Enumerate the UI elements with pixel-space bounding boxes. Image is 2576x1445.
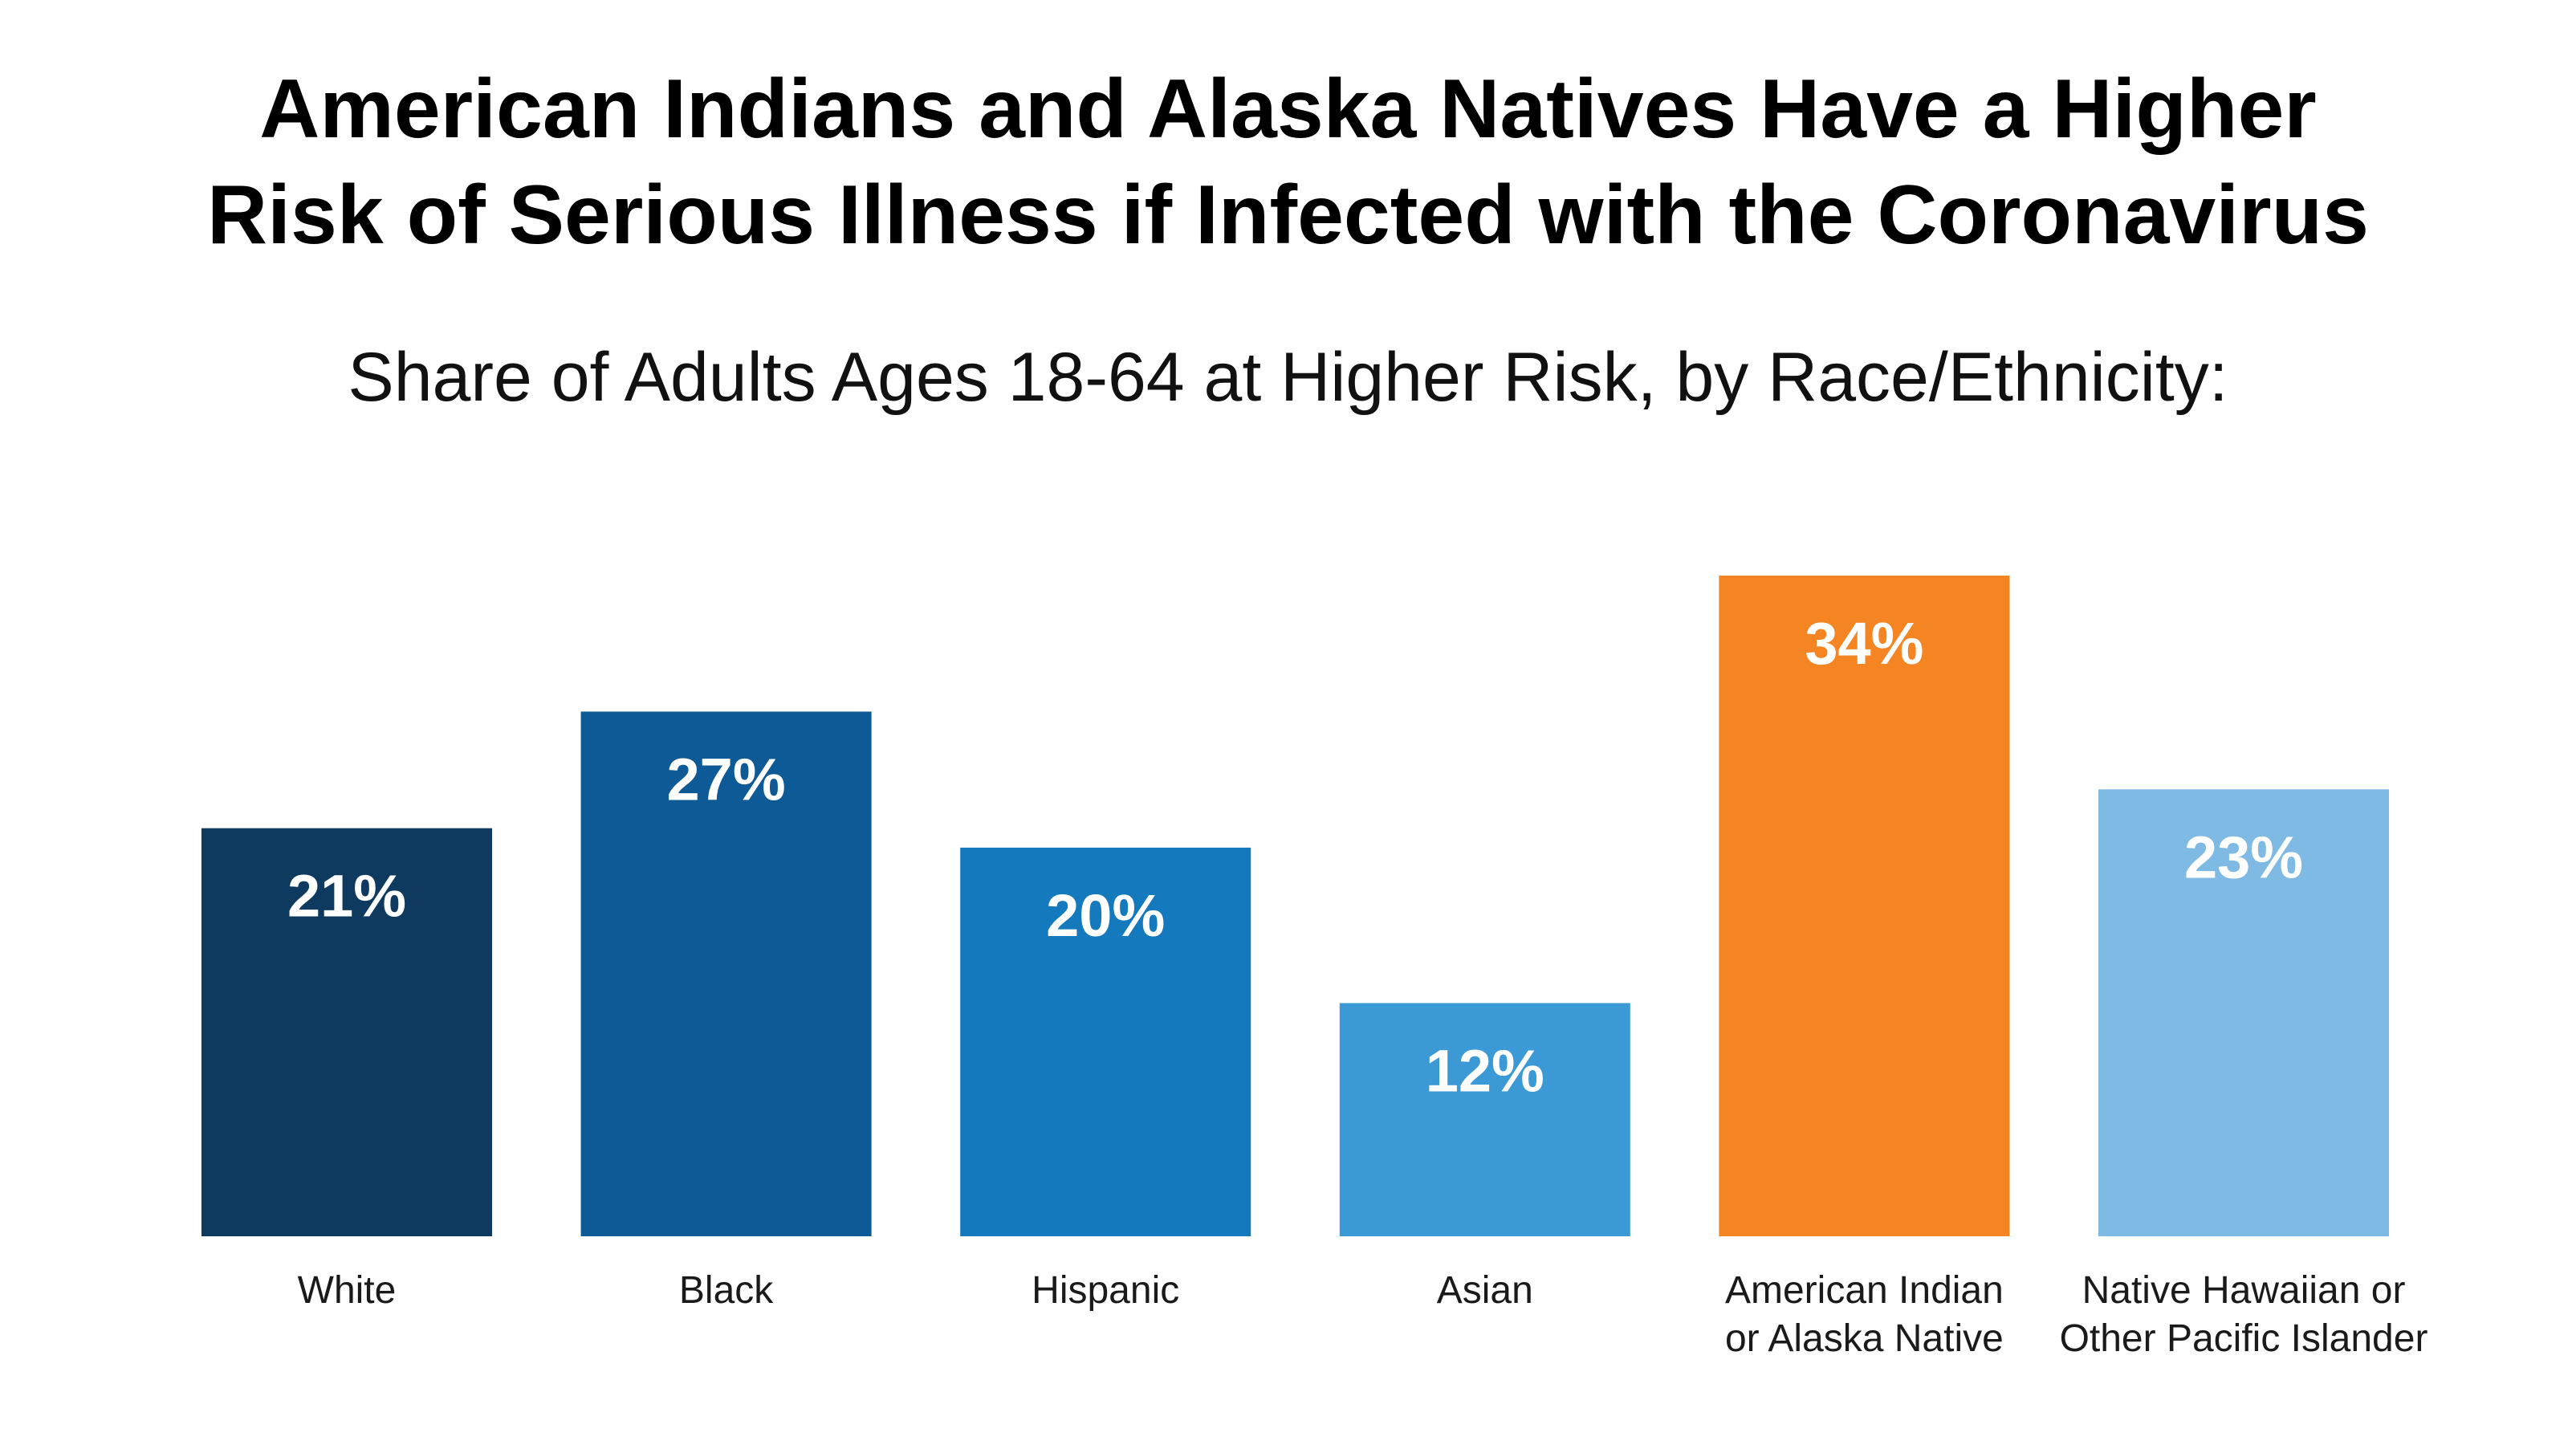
bar-native-hawaiian-or-other-pacific-islander [2098,789,2389,1236]
category-label-black: Black [679,1269,774,1312]
data-label-black: 27% [667,746,786,812]
chart-title-line-2: Risk of Serious Illness if Infected with… [207,169,2369,262]
bar-american-indian-or-alaska-native [1719,576,2010,1236]
labels-group: 21% White 27% Black 20% Hispanic 12% Asian 34% Am… [287,610,2428,1360]
category-label-white: White [298,1269,397,1312]
data-label-american-indian-or-alaska-native: 34% [1805,610,1923,677]
category-label-native-hawaiian-or-other-pacific-islander-line-2: Other Pacific Islander [2060,1317,2428,1360]
category-label-native-hawaiian-or-other-pacific-islander-line-1: Native Hawaiian or [2082,1269,2406,1312]
category-label-hispanic: Hispanic [1032,1269,1179,1312]
data-label-hispanic: 20% [1046,882,1165,949]
bar-hispanic [960,847,1251,1236]
bar-black [580,711,872,1236]
bar-asian [1339,1003,1630,1236]
bars-group [201,576,2389,1236]
data-label-native-hawaiian-or-other-pacific-islander: 23% [2184,824,2303,890]
chart-subtitle: Share of Adults Ages 18-64 at Higher Ris… [348,339,2228,416]
bar-white [201,828,492,1236]
data-label-white: 21% [287,863,406,930]
category-label-american-indian-or-alaska-native-line-1: American Indian [1725,1269,2004,1312]
chart-title-line-1: American Indians and Alaska Natives Have… [259,63,2317,156]
category-label-asian: Asian [1437,1269,1533,1312]
data-label-asian: 12% [1426,1038,1544,1105]
chart-title: American Indians and Alaska Natives Have… [0,56,2576,268]
category-label-american-indian-or-alaska-native-line-2: or Alaska Native [1725,1317,2004,1360]
